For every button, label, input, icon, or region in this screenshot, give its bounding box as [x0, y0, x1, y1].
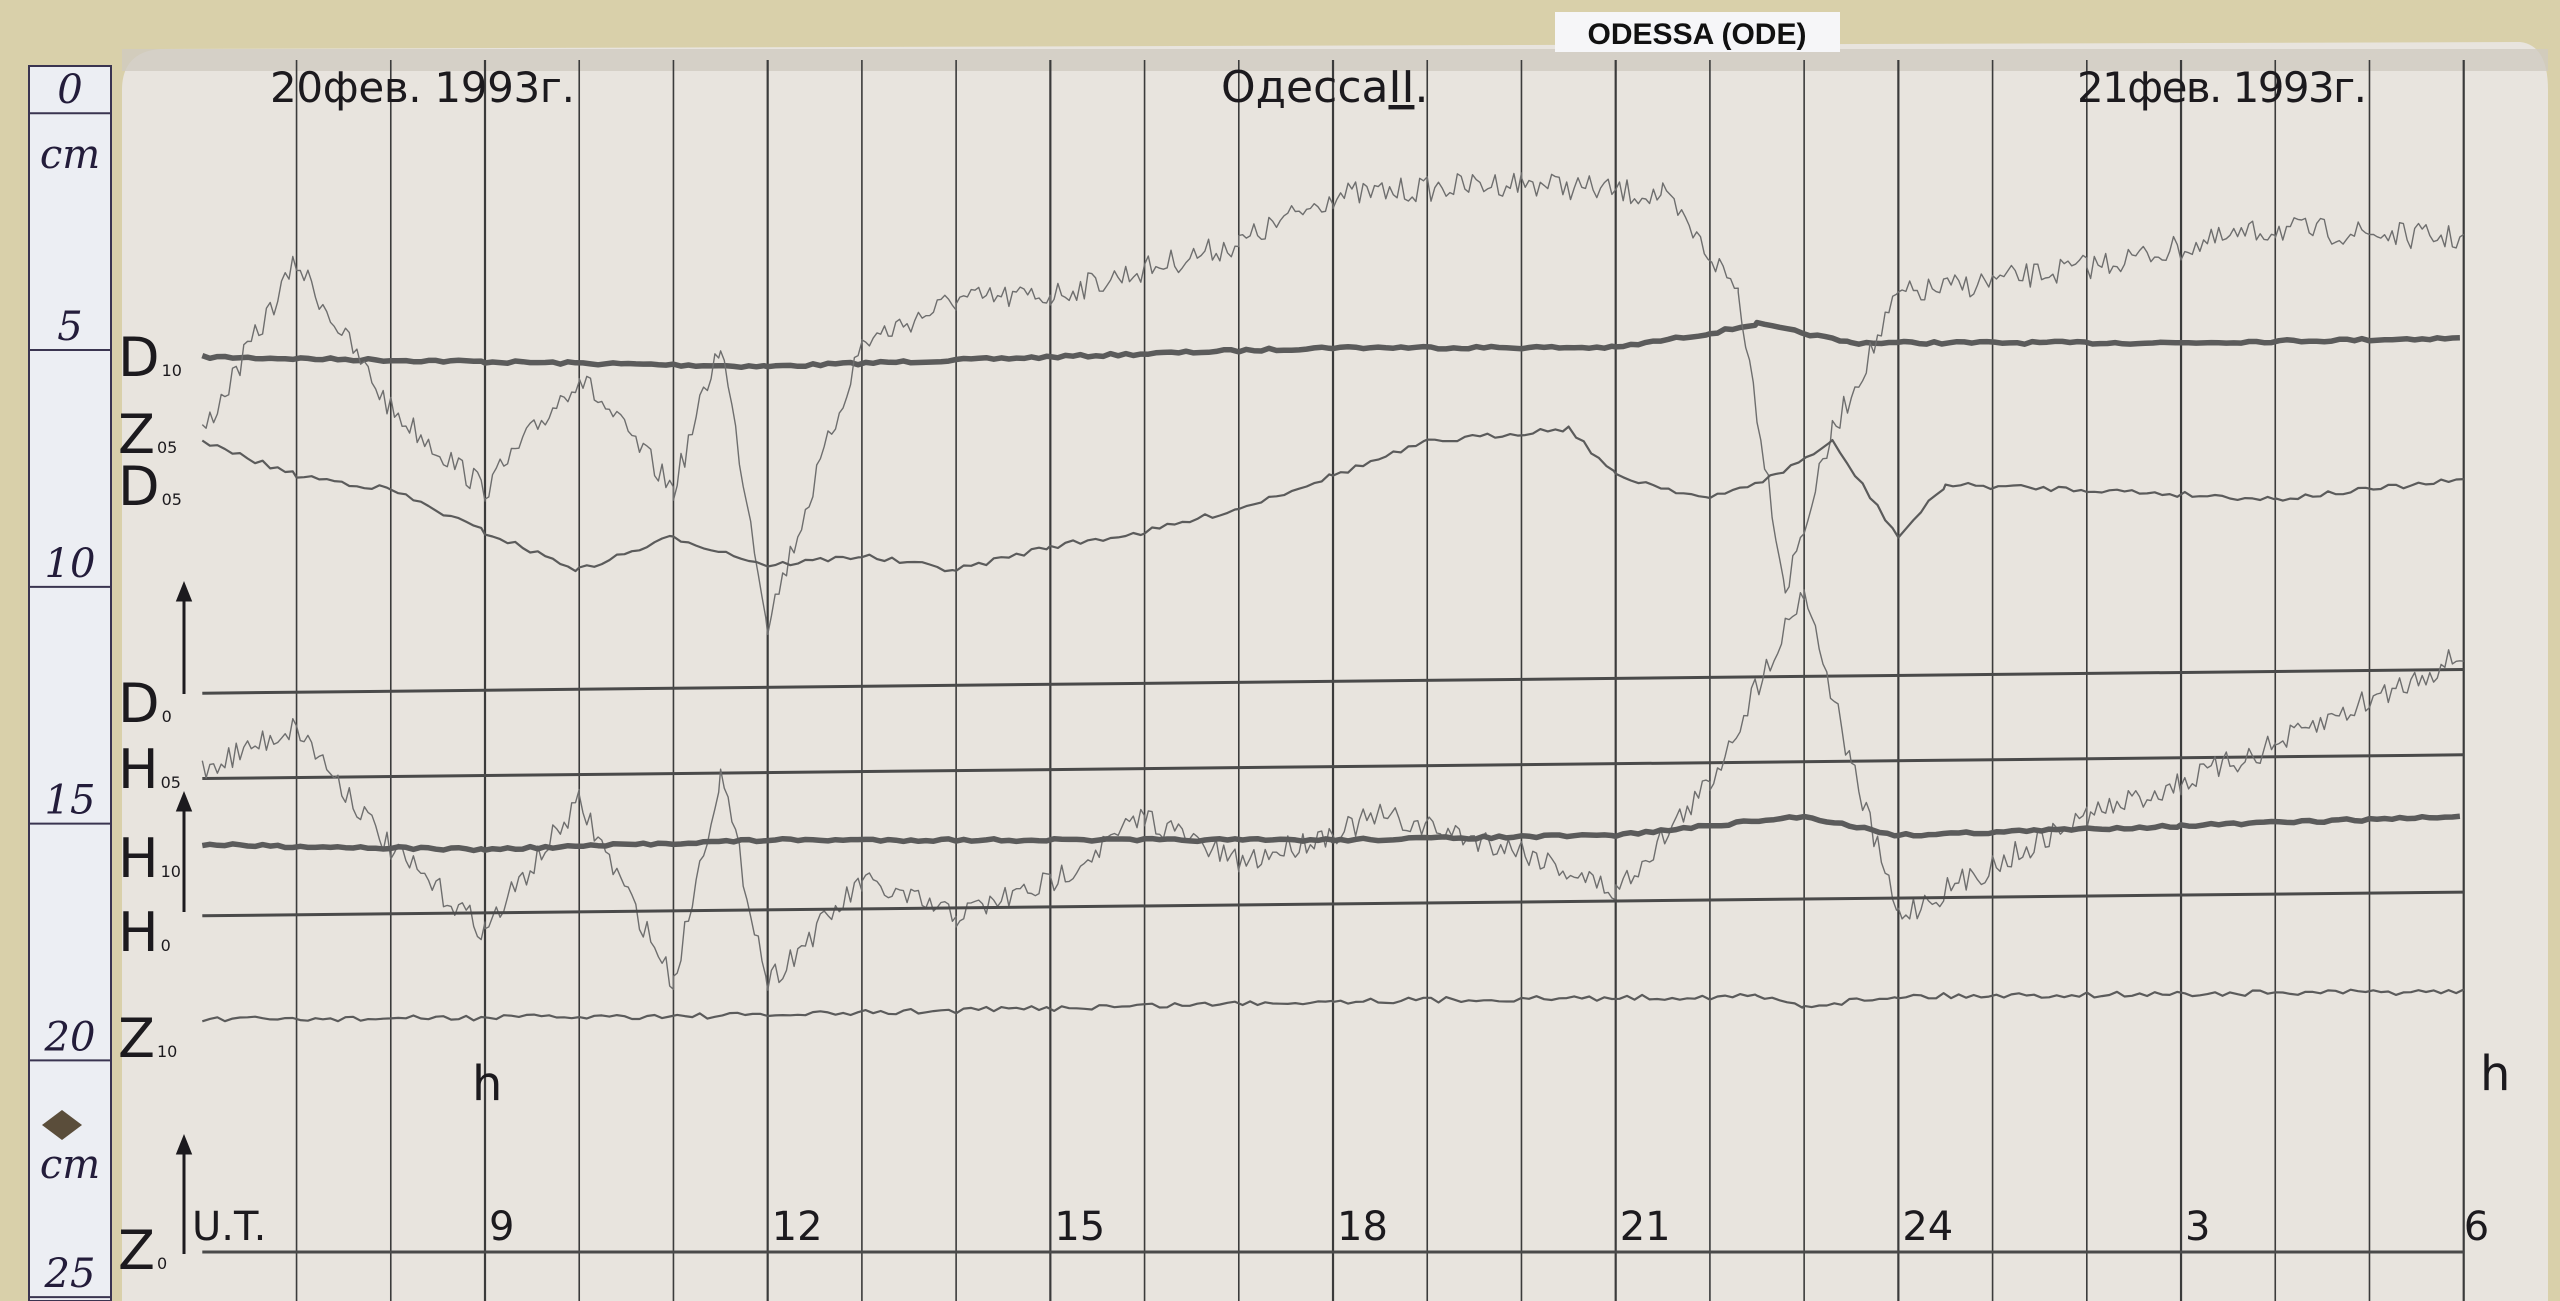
x-tick-labels: 9 12 15 18 21 24 3 6 [489, 1204, 2489, 1250]
chart-title: ОдессаII. [1221, 62, 1428, 113]
x-tick-label: 18 [1337, 1204, 1388, 1250]
channel-label: Z 05 [118, 403, 177, 466]
traces [201, 172, 2465, 1254]
ruler-label: 15 [45, 778, 96, 824]
trace-h05 [201, 589, 2464, 991]
ruler-strip [28, 65, 112, 1301]
channel-labels: D 10 Z 05D 05 D 0H 05 H 10 H 0 Z 10 Z 0 [118, 326, 182, 1282]
paper-sheet [122, 42, 2548, 1301]
channel-label: D 05 [118, 455, 182, 518]
title-suffix: II [1388, 62, 1414, 113]
x-tick-label: 24 [1902, 1204, 1953, 1250]
ruler-pin-icon [42, 1110, 82, 1140]
ruler-label: 5 [57, 304, 82, 350]
trace-h10 [201, 813, 2461, 854]
ruler-unit-bottom: cm [40, 1142, 100, 1188]
trace-z05 [201, 172, 2465, 636]
ruler-label: 20 [44, 1014, 96, 1060]
hour-unit-mark-right: h [2480, 1046, 2510, 1102]
x-tick-label: 21 [1620, 1204, 1671, 1250]
trace-d10 [201, 319, 2460, 371]
trace-d05 [201, 425, 2464, 573]
station-label: ODESSA (ODE) [1588, 18, 1807, 51]
ruler-unit-top: cm [40, 132, 100, 178]
x-tick-label: 3 [2185, 1204, 2210, 1250]
date-right: 21фев. 1993г. [2077, 63, 2367, 112]
channel-label: H 10 [118, 827, 181, 890]
hour-unit-mark-left: h [472, 1056, 502, 1112]
x-tick-label: 9 [489, 1204, 514, 1250]
station-label-card [1555, 12, 1840, 52]
ruler: 0 5 10 15 20 25 [29, 67, 111, 1299]
x-tick-label: 12 [772, 1204, 823, 1250]
ruler-label: 10 [45, 541, 96, 587]
ruler-label: 25 [44, 1251, 96, 1297]
channel-label: Z 10 [118, 1007, 177, 1070]
scale-arrows [175, 580, 193, 1254]
trace-d0 [202, 668, 2464, 695]
channel-label: D 10 [118, 326, 182, 389]
trace-h0 [202, 890, 2464, 918]
channel-label: H 05 [118, 738, 181, 801]
ruler-label: 0 [57, 67, 82, 113]
x-axis-label: U.T. [192, 1204, 266, 1250]
trace-z10 [201, 988, 2465, 1023]
trace-h05-base [202, 753, 2464, 780]
x-tick-label: 6 [2464, 1204, 2489, 1250]
date-left: 20фев. 1993г. [270, 63, 575, 112]
paper-fold-shadow [122, 49, 2548, 71]
x-tick-label: 15 [1054, 1204, 1105, 1250]
